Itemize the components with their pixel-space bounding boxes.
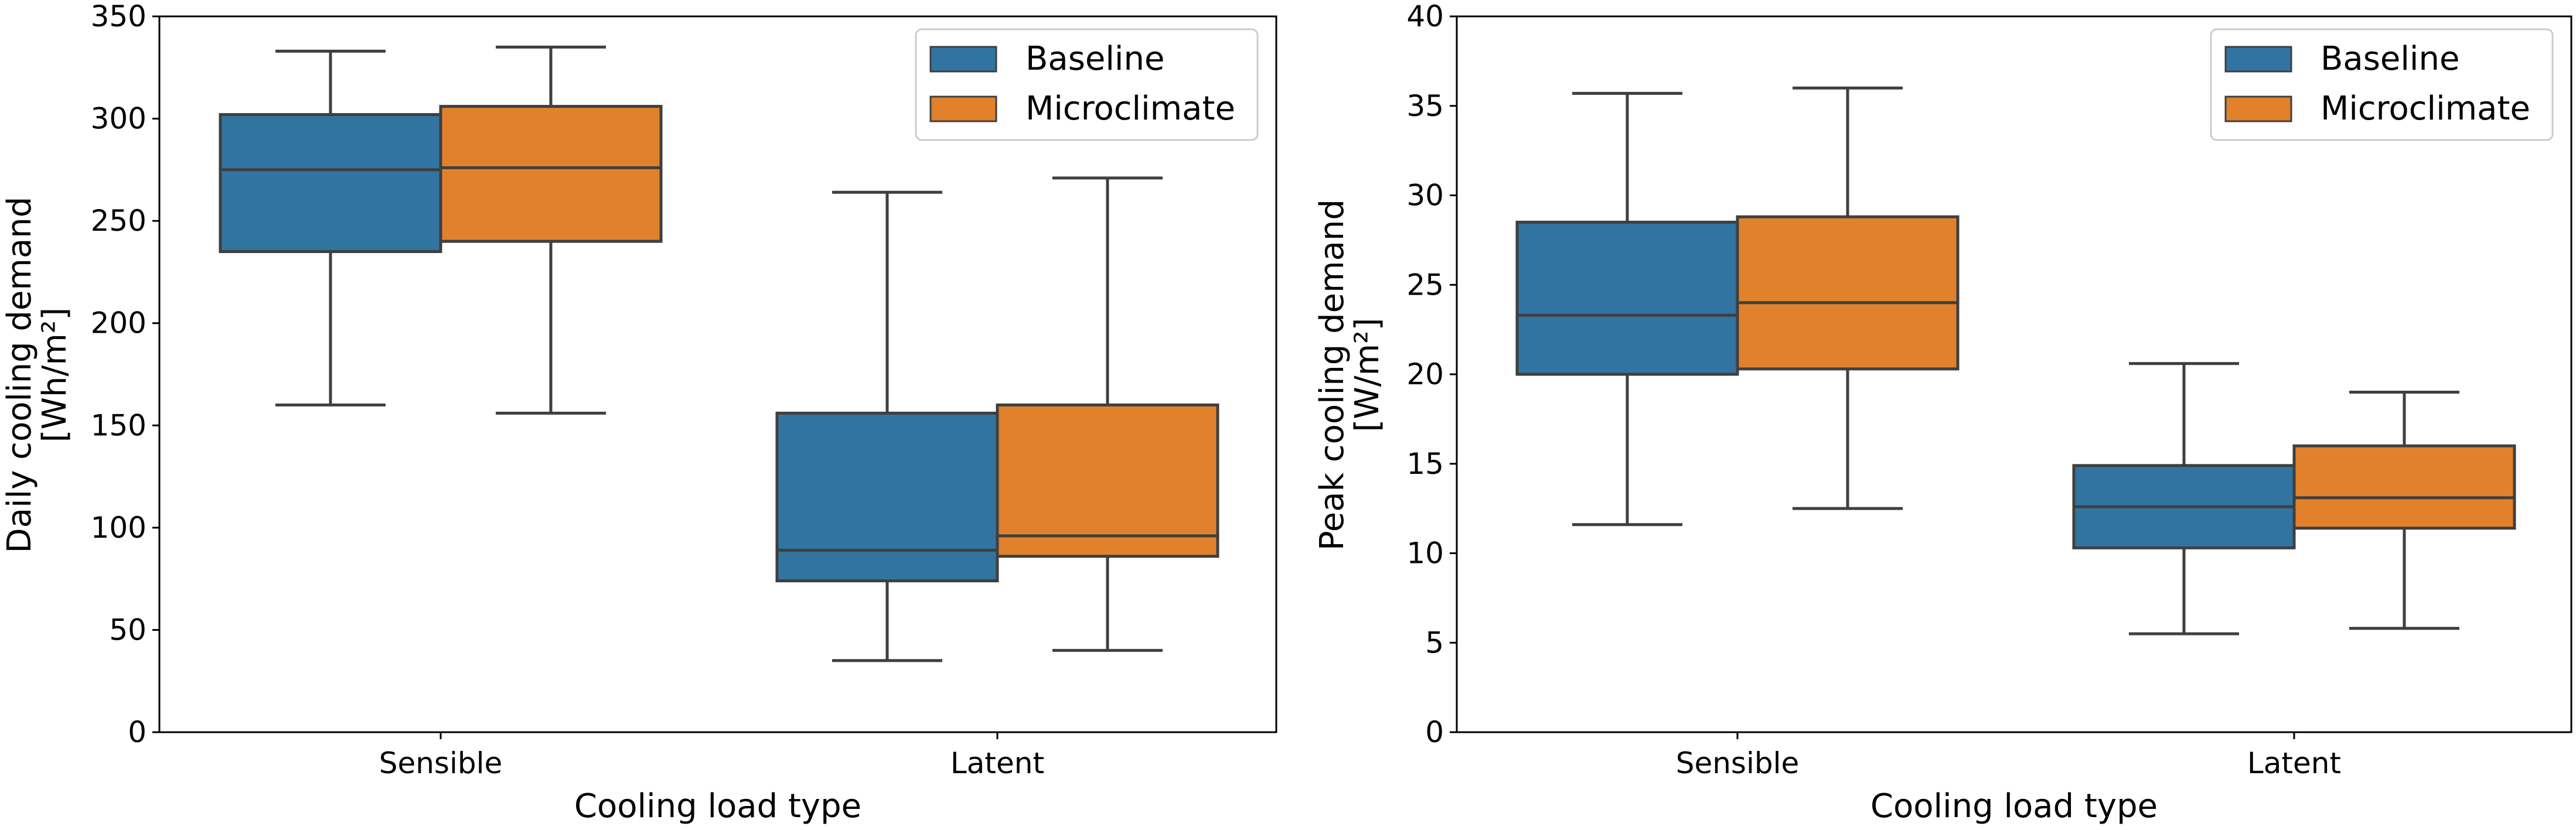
y-tick-label: 100 — [91, 511, 146, 545]
box-group — [1515, 86, 2516, 636]
box-microclimate-latent — [996, 176, 1219, 652]
y-tick-label: 35 — [1406, 89, 1444, 123]
y-tick-label: 200 — [91, 306, 146, 340]
box-microclimate-sensible — [439, 45, 663, 415]
legend-swatch-microclimate — [2224, 95, 2292, 122]
y-tick-label: 20 — [1406, 357, 1444, 391]
y-tick-label: 300 — [91, 102, 146, 136]
box-group — [219, 45, 1219, 662]
box-iqr — [1736, 215, 1960, 371]
box-microclimate-sensible — [1736, 86, 1960, 510]
box-iqr — [996, 403, 1219, 558]
box-iqr — [2292, 444, 2516, 530]
x-axis-label: Cooling load type — [1870, 787, 2158, 825]
y-tick-label: 150 — [91, 408, 146, 442]
y-tick-label: 0 — [1425, 715, 1444, 749]
y-tick-label: 5 — [1425, 626, 1444, 660]
box-baseline-latent — [775, 190, 999, 662]
legend-frame — [2210, 28, 2554, 141]
y-tick-label: 350 — [91, 0, 146, 33]
box-iqr — [219, 113, 442, 254]
y-tick-label: 50 — [109, 613, 146, 647]
x-axis-label: Cooling load type — [574, 787, 861, 825]
legend-swatch-baseline — [929, 46, 997, 73]
box-iqr — [1515, 220, 1739, 376]
y-axis-unit: [Wh/m²] — [36, 308, 74, 442]
y-tick-label: 10 — [1406, 537, 1444, 571]
legend-label-baseline: Baseline — [2321, 40, 2459, 78]
legend-label-microclimate: Microclimate — [1025, 90, 1235, 128]
chart-peak-cooling: 0 5 10 15 20 25 30 35 40 Sensible Latent Cooling… — [1313, 0, 2572, 825]
legend: Baseline Microclimate — [915, 28, 1259, 141]
legend-label-baseline: Baseline — [1025, 40, 1164, 78]
box-iqr — [439, 105, 663, 243]
legend: Baseline Microclimate — [2210, 28, 2554, 141]
box-baseline-latent — [2072, 362, 2296, 636]
x-tick-label-latent: Latent — [2247, 746, 2341, 780]
legend-label-microclimate: Microclimate — [2321, 90, 2530, 128]
x-tick-label-sensible: Sensible — [379, 746, 503, 780]
y-tick-label: 25 — [1406, 268, 1444, 302]
y-axis-unit: [W/m²] — [1348, 318, 1386, 432]
x-tick-label-latent: Latent — [950, 746, 1044, 780]
y-axis-label: Daily cooling demand — [1, 197, 39, 554]
y-tick-label: 250 — [91, 204, 146, 238]
y-tick-label: 15 — [1406, 447, 1444, 481]
y-tick-label: 0 — [128, 715, 146, 749]
legend-swatch-microclimate — [929, 95, 997, 122]
box-baseline-sensible — [1515, 91, 1739, 527]
legend-frame — [915, 28, 1259, 141]
y-axis-ticks: 0 50 100 150 200 250 300 350 — [91, 0, 159, 749]
box-baseline-sensible — [219, 49, 442, 407]
y-axis-ticks: 0 5 10 15 20 25 30 35 40 — [1406, 0, 1457, 749]
chart-daily-cooling: 0 50 100 150 200 250 300 350 Sensible Latent Co… — [1, 0, 1277, 825]
y-axis-label: Peak cooling demand — [1313, 199, 1351, 551]
y-tick-label: 40 — [1406, 0, 1444, 33]
box-iqr — [775, 411, 999, 583]
plot-area-frame — [158, 15, 1277, 733]
x-tick-label-sensible: Sensible — [1676, 746, 1800, 780]
legend-swatch-baseline — [2224, 46, 2292, 73]
box-microclimate-latent — [2292, 391, 2516, 630]
y-tick-label: 30 — [1406, 179, 1444, 213]
